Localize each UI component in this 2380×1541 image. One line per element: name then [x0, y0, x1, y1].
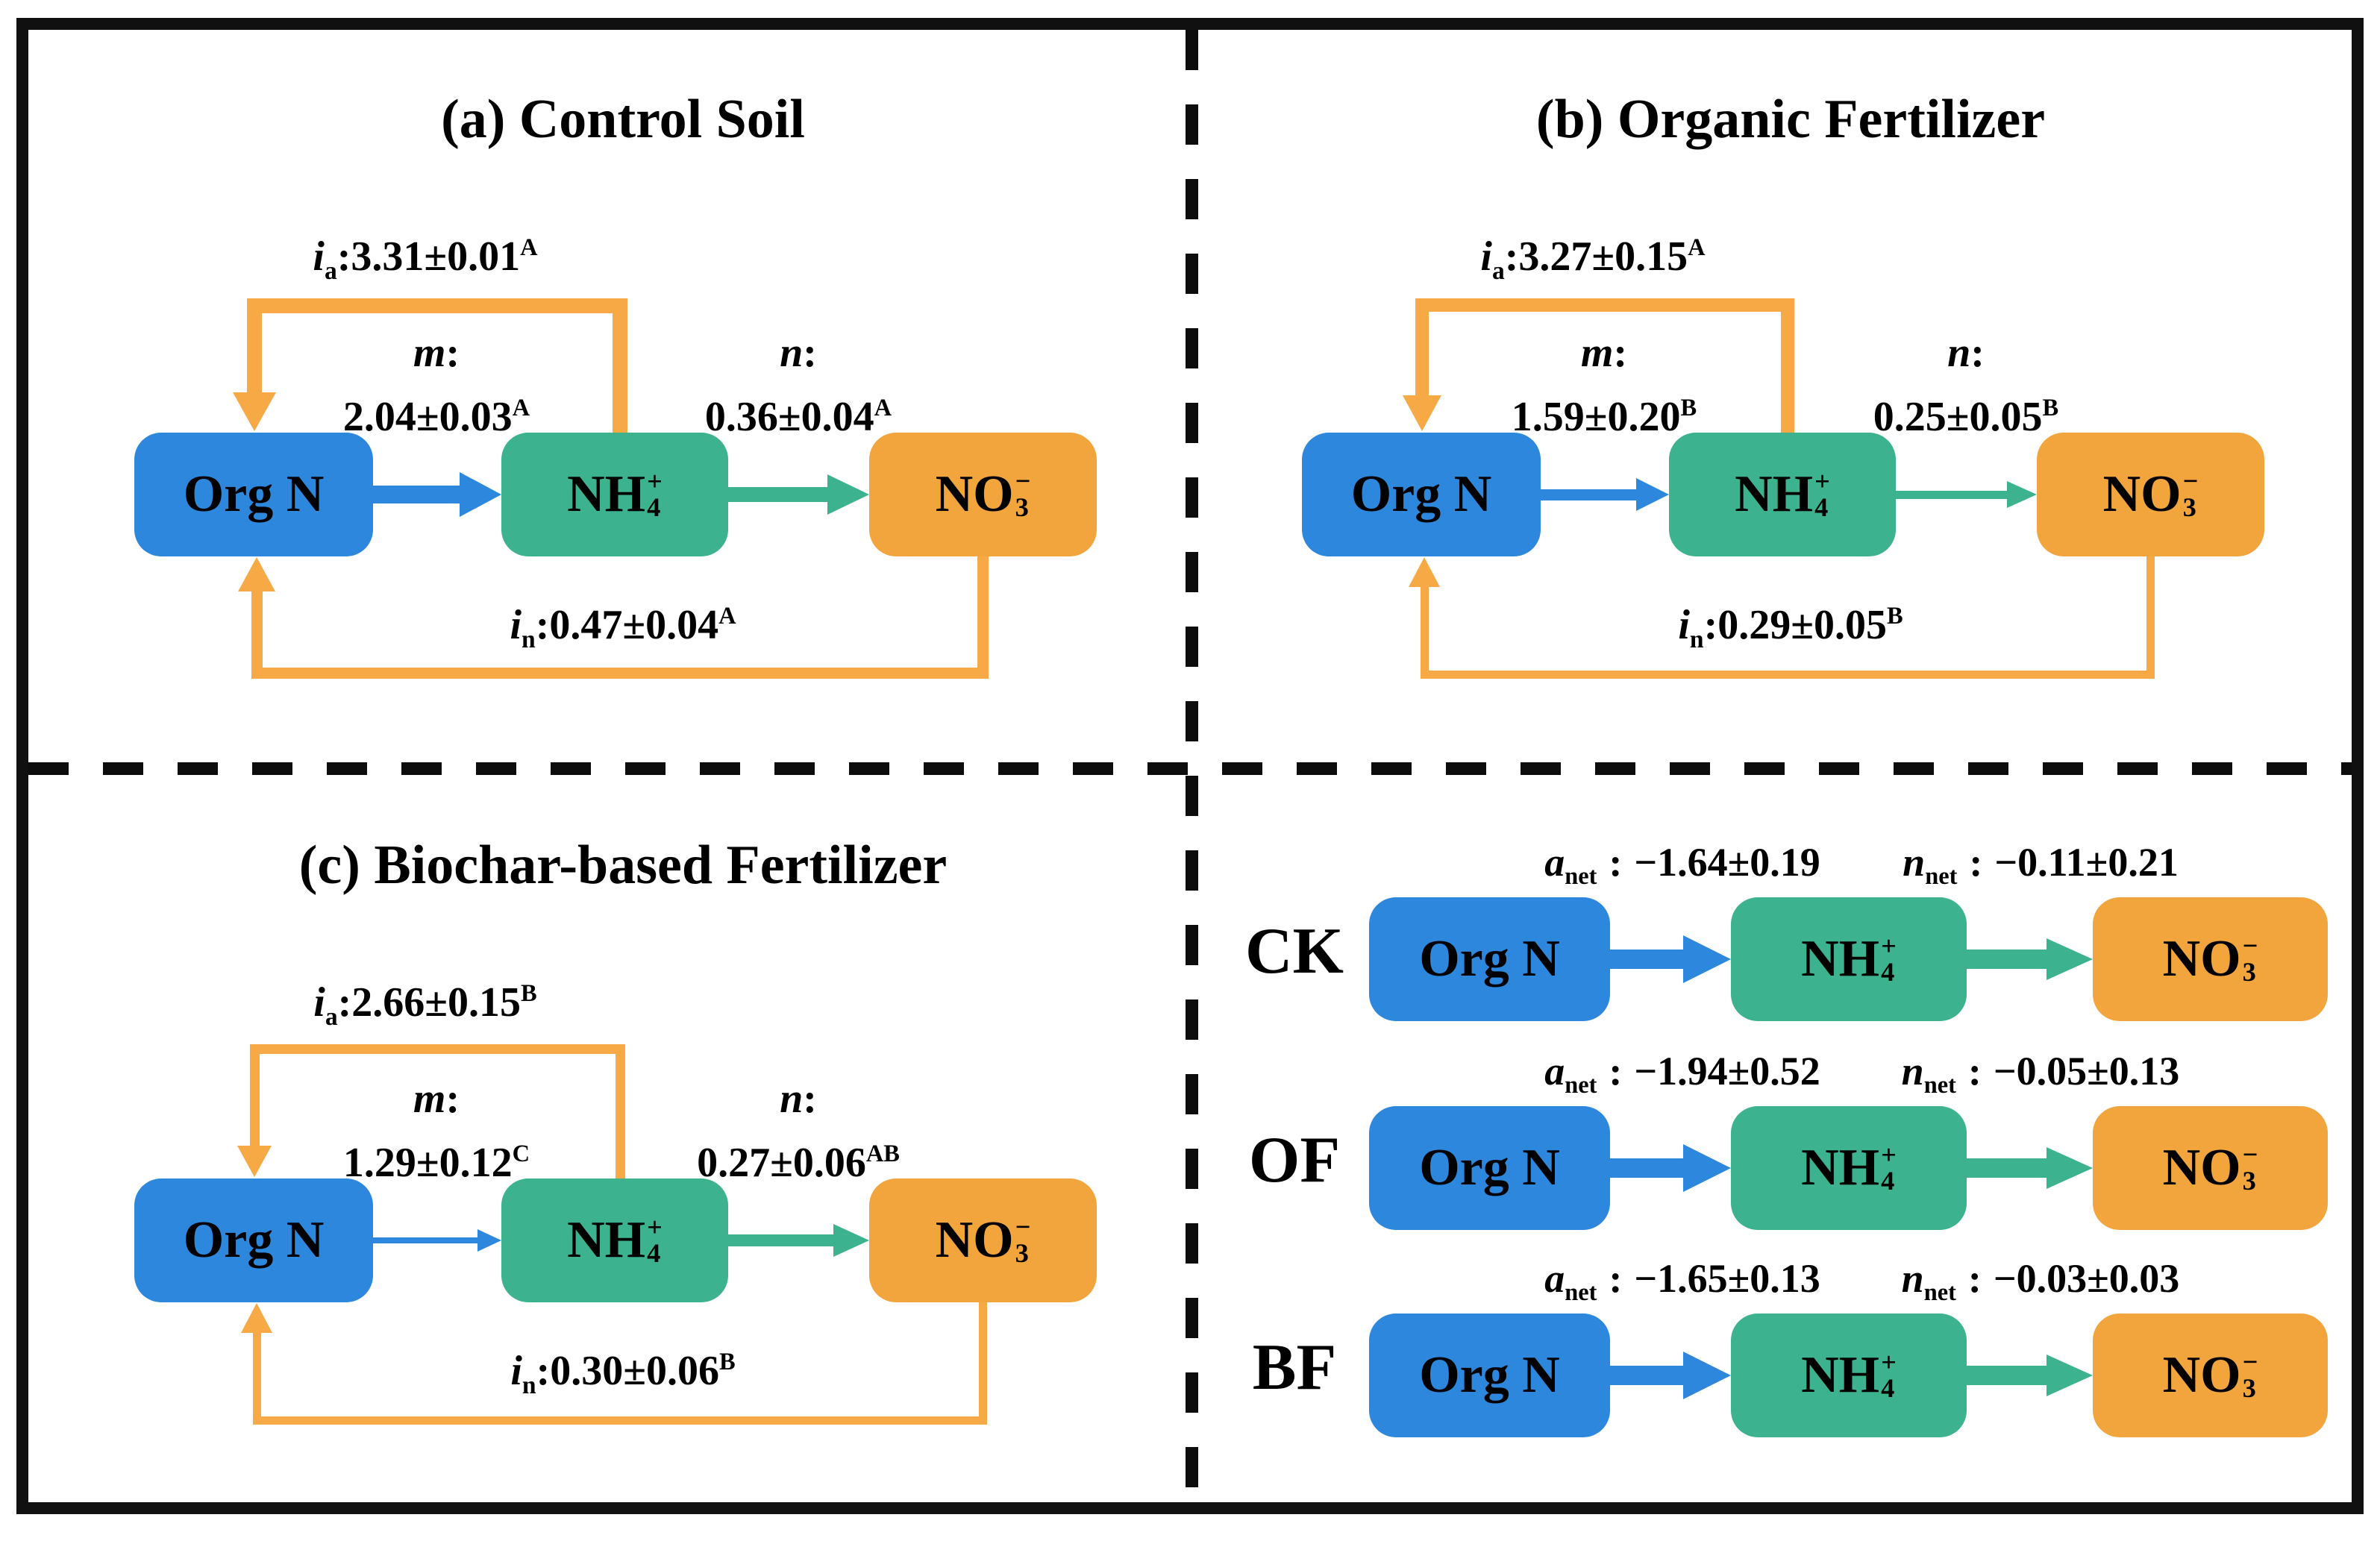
org-n-box: Org N	[134, 433, 373, 556]
panel-control-soil: (a) Control Soil ia:3.31±0.01A m: 2.04±0…	[0, 0, 1168, 768]
figure-frame	[16, 18, 2364, 1514]
immobilization-top-arrow-dropper	[247, 298, 262, 392]
arrowhead-right-icon	[833, 1224, 869, 1257]
nitrification-arrow	[1967, 1366, 2047, 1385]
nitrification-rate-label: n: 0.27±0.06AB	[697, 1076, 900, 1187]
mineralization-arrow	[1610, 950, 1683, 969]
mineralization-arrow	[373, 1237, 477, 1243]
nitrate-immobilization-label: in:0.47±0.04A	[510, 602, 736, 653]
immobilization-bottom-arrow-riser	[252, 1333, 261, 1425]
org-n-box: Org N	[1369, 1106, 1610, 1230]
nh4-box: NH +4	[1731, 1314, 1967, 1437]
treatment-label: CK	[1245, 915, 1344, 988]
mineralization-rate-label: m: 2.04±0.03A	[342, 330, 530, 441]
no3-box: NO −3	[2093, 897, 2328, 1021]
ammonium-immobilization-label: ia:2.66±0.15B	[313, 979, 537, 1031]
arrowhead-down-icon	[1403, 395, 1441, 431]
immobilization-top-arrow-bar	[1415, 298, 1794, 312]
panel-organic-fertilizer: (b) Organic Fertilizer ia:3.27±0.15A m: …	[1168, 0, 2335, 768]
org-n-box: Org N	[134, 1178, 373, 1302]
mineralization-arrow	[1541, 489, 1636, 500]
nitrification-arrow	[1896, 490, 2007, 499]
no3-box: NO −3	[869, 433, 1097, 556]
nh4-box: NH +4	[501, 1178, 728, 1302]
panel-biochar-fertilizer: (c) Biochar-based Fertilizer ia:2.66±0.1…	[0, 746, 1168, 1514]
net-nitrification-label: nnet: −0.11±0.21	[1903, 840, 2179, 891]
immobilization-top-arrow-bar	[249, 1044, 625, 1054]
arrowhead-right-icon	[477, 1229, 501, 1252]
immobilization-bottom-arrow-bar	[252, 1416, 987, 1425]
arrowhead-up-icon	[1409, 557, 1440, 587]
mineralization-arrow	[1610, 1158, 1683, 1178]
no3-box: NO −3	[2093, 1106, 2328, 1230]
panel-title: (c) Biochar-based Fertilizer	[298, 835, 948, 896]
immobilization-top-arrow-riser	[613, 298, 627, 434]
nitrification-arrow	[728, 1234, 833, 1246]
treatment-label: OF	[1248, 1124, 1341, 1196]
nh4-box: NH +4	[501, 433, 728, 556]
nitrification-arrow	[1967, 1158, 2047, 1178]
immobilization-bottom-arrow-riser	[251, 591, 263, 679]
nitrate-immobilization-label: in:0.29±0.05B	[1678, 602, 1903, 653]
panel-title: (b) Organic Fertilizer	[1535, 89, 2046, 150]
net-ammonification-label: anet: −1.94±0.52	[1544, 1049, 1820, 1099]
arrowhead-right-icon	[1636, 478, 1669, 511]
net-ammonification-label: anet: −1.65±0.13	[1544, 1256, 1820, 1307]
net-rate-row-ck: anet: −1.64±0.19 nnet: −0.11±0.21 CK Org N…	[1231, 839, 2380, 1033]
net-rate-row-bf: anet: −1.65±0.13 nnet: −0.03±0.03 BF Org N…	[1231, 1255, 2380, 1449]
arrowhead-right-icon	[2047, 1147, 2093, 1189]
mineralization-rate-label: m: 1.59±0.20B	[1511, 330, 1697, 441]
immobilization-bottom-arrow-riser	[1420, 587, 1429, 679]
immobilization-bottom-arrow-dropper	[2146, 556, 2155, 679]
immobilization-bottom-arrow-bar	[1420, 671, 2155, 679]
arrowhead-down-icon	[233, 392, 276, 431]
nh4-box: NH +4	[1731, 1106, 1967, 1230]
immobilization-top-arrow-dropper	[249, 1044, 260, 1146]
nitrification-rate-label: n: 0.25±0.05B	[1873, 330, 2059, 441]
arrowhead-right-icon	[2007, 481, 2037, 508]
net-nitrification-label: nnet: −0.03±0.03	[1901, 1256, 2180, 1307]
org-n-box: Org N	[1302, 433, 1541, 556]
net-nitrification-label: nnet: −0.05±0.13	[1901, 1049, 2180, 1099]
no3-box: NO −3	[2093, 1314, 2328, 1437]
arrowhead-right-icon	[1683, 935, 1731, 983]
arrowhead-right-icon	[1683, 1144, 1731, 1192]
arrowhead-right-icon	[2047, 938, 2093, 980]
nh4-box: NH +4	[1669, 433, 1896, 556]
nitrification-arrow	[1967, 950, 2047, 969]
immobilization-top-arrow-bar	[247, 298, 627, 313]
arrowhead-up-icon	[241, 1303, 272, 1333]
mineralization-arrow	[373, 486, 460, 503]
no3-box: NO −3	[2037, 433, 2264, 556]
ammonium-immobilization-label: ia:3.27±0.15A	[1480, 233, 1706, 285]
net-ammonification-label: anet: −1.64±0.19	[1544, 840, 1820, 891]
nh4-box: NH +4	[1731, 897, 1967, 1021]
immobilization-top-arrow-dropper	[1415, 298, 1429, 395]
arrowhead-right-icon	[827, 474, 869, 515]
arrowhead-right-icon	[460, 472, 501, 517]
mineralization-rate-label: m: 1.29±0.12C	[342, 1076, 530, 1187]
immobilization-bottom-arrow-dropper	[977, 556, 989, 679]
mineralization-arrow	[1610, 1366, 1683, 1385]
arrowhead-down-icon	[237, 1146, 272, 1177]
immobilization-top-arrow-riser	[1781, 298, 1794, 434]
arrowhead-right-icon	[1683, 1352, 1731, 1399]
no3-box: NO −3	[869, 1178, 1097, 1302]
immobilization-bottom-arrow-bar	[251, 668, 989, 679]
treatment-label: BF	[1252, 1331, 1337, 1404]
nitrate-immobilization-label: in:0.30±0.06B	[510, 1348, 736, 1399]
ammonium-immobilization-label: ia:3.31±0.01A	[313, 233, 538, 285]
nitrification-rate-label: n: 0.36±0.04A	[704, 330, 892, 441]
horizontal-dashed-divider	[28, 762, 2352, 775]
nitrification-arrow	[728, 487, 827, 502]
arrowhead-up-icon	[238, 557, 275, 591]
panel-title: (a) Control Soil	[441, 89, 805, 150]
net-rate-row-of: anet: −1.94±0.52 nnet: −0.05±0.13 OF Org N…	[1231, 1048, 2380, 1242]
immobilization-bottom-arrow-dropper	[978, 1302, 987, 1425]
immobilization-top-arrow-riser	[615, 1044, 625, 1180]
org-n-box: Org N	[1369, 1314, 1610, 1437]
arrowhead-right-icon	[2047, 1355, 2093, 1396]
org-n-box: Org N	[1369, 897, 1610, 1021]
